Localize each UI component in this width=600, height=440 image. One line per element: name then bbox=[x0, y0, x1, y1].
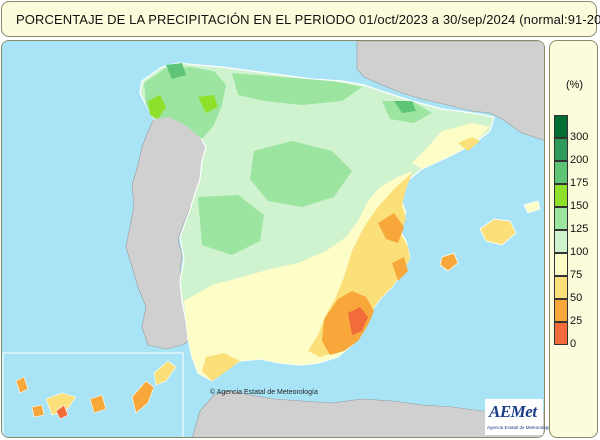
france-land bbox=[356, 41, 544, 141]
legend-label-50: 50 bbox=[570, 292, 583, 304]
zone-75-100-northeast bbox=[412, 123, 490, 169]
zone-50-75-ne bbox=[458, 137, 480, 151]
map-credit: © Agencia Estatal de Meteorología bbox=[210, 389, 318, 396]
map-panel bbox=[1, 40, 545, 438]
map-title: PORCENTAJE DE LA PRECIPITACIÓN EN EL PER… bbox=[16, 12, 600, 27]
aemet-logo: AEMet Agencia Estatal de Meteorología bbox=[485, 399, 552, 435]
legend-label-0: 0 bbox=[570, 338, 577, 350]
canary-island-3 bbox=[45, 392, 77, 416]
zone-150-175-leon bbox=[198, 95, 218, 113]
legend-swatch-50 bbox=[554, 276, 568, 299]
canary-island-6 bbox=[131, 380, 155, 414]
canary-inset bbox=[2, 352, 184, 437]
zone-125-150-center bbox=[250, 141, 352, 207]
title-bar: PORCENTAJE DE LA PRECIPITACIÓN EN EL PER… bbox=[1, 1, 600, 37]
zone-25-50-alicante bbox=[392, 257, 408, 281]
canary-island-5 bbox=[89, 394, 107, 414]
canary-island-2 bbox=[31, 404, 45, 418]
legend-label-200: 200 bbox=[570, 154, 589, 166]
mallorca-land bbox=[479, 218, 517, 246]
legend-swatch-25 bbox=[554, 299, 568, 322]
legend-label-25: 25 bbox=[570, 315, 583, 327]
precipitation-map bbox=[2, 41, 544, 437]
legend-label-100: 100 bbox=[570, 246, 589, 258]
zone-150-175-galicia bbox=[148, 95, 166, 119]
ibiza-land bbox=[439, 252, 459, 272]
legend-swatch-0 bbox=[554, 322, 568, 345]
legend-swatch-200 bbox=[554, 138, 568, 161]
zone-150-175-pyrenees bbox=[394, 101, 416, 113]
legend-label-75: 75 bbox=[570, 269, 583, 281]
legend-swatch-75 bbox=[554, 253, 568, 276]
zone-175-200-northwest bbox=[166, 63, 186, 79]
legend-label-300: 300 bbox=[570, 131, 589, 143]
zone-50-75-south bbox=[202, 353, 240, 381]
legend-swatch-150 bbox=[554, 184, 568, 207]
legend-label-175: 175 bbox=[570, 177, 589, 189]
zone-125-150-northwest bbox=[144, 67, 226, 139]
legend: (%) 300 200 175 150 125 100 75 50 25 0 bbox=[549, 40, 598, 438]
zone-25-50-valencia bbox=[378, 213, 404, 243]
legend-swatch-125 bbox=[554, 207, 568, 230]
legend-swatch-100 bbox=[554, 230, 568, 253]
legend-swatch-300 bbox=[554, 115, 568, 138]
legend-label-125: 125 bbox=[570, 223, 589, 235]
zone-125-150-west bbox=[198, 195, 264, 255]
legend-swatch-175 bbox=[554, 161, 568, 184]
legend-unit: (%) bbox=[565, 79, 584, 91]
legend-label-150: 150 bbox=[570, 200, 589, 212]
zone-125-150-north bbox=[232, 73, 362, 105]
logo-subtitle: Agencia Estatal de Meteorología bbox=[487, 425, 553, 430]
canary-island-7 bbox=[153, 360, 177, 386]
logo-wordmark: AEMet bbox=[489, 402, 537, 421]
canary-island-1 bbox=[15, 376, 29, 394]
zone-0-25-southeast bbox=[348, 307, 368, 335]
zone-25-50-southeast bbox=[322, 291, 374, 355]
menorca-land bbox=[523, 200, 541, 214]
canary-island-4 bbox=[55, 404, 69, 420]
